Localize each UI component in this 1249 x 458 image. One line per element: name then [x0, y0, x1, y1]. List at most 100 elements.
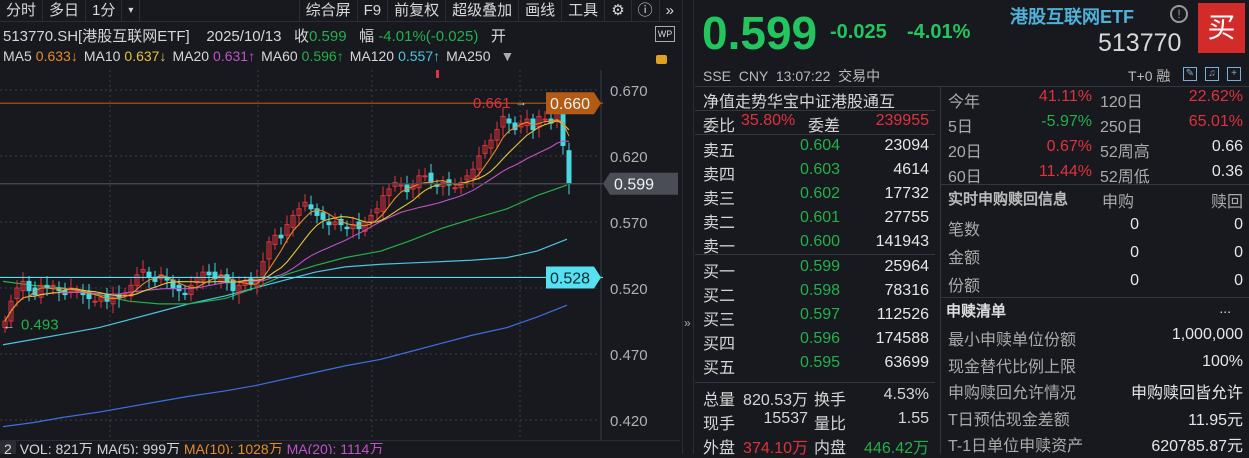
double-chevron-right-icon[interactable]: » [665, 1, 674, 19]
book-volume: 78316 [884, 282, 930, 299]
candle-body [92, 300, 98, 303]
book-volume: 112526 [876, 306, 929, 323]
ma-dropdown-icon[interactable]: ▼ [500, 48, 515, 64]
perf-label: 今年 [948, 94, 981, 111]
perf-value: 65.01% [1188, 113, 1243, 130]
y-tick-label: 0.520 [610, 281, 648, 298]
tab-multi-day[interactable]: 多日 [43, 0, 87, 22]
more-button[interactable]: ... [1219, 300, 1231, 316]
ma-legend-item: MA20 0.631↑ [172, 48, 256, 64]
y-tick-label: 0.470 [610, 347, 648, 364]
ma5-line [4, 118, 570, 322]
info-icon[interactable]: ! [1170, 5, 1188, 23]
book-price: 0.599 [800, 258, 841, 275]
ma250-line [2, 304, 568, 428]
candle-body [464, 175, 470, 181]
perf-label: 52周低 [1100, 169, 1150, 186]
price-level-label: 0.599 [614, 177, 654, 194]
ma60-line [2, 184, 568, 305]
ma-legend-item: MA5 0.633↓ [3, 48, 78, 64]
candle-body [278, 234, 284, 239]
row-label: T日预估现金差额 [948, 411, 1070, 429]
row-value: 0 [1130, 272, 1139, 289]
row-label: 最小申赎单位份额 [948, 332, 1077, 349]
edit-icon[interactable]: ✎ [1183, 67, 1197, 81]
candle-body [506, 118, 512, 124]
stat-label: 换手 [814, 392, 847, 409]
caret-down-icon[interactable]: ▾ [122, 0, 141, 22]
stat-label: 总量 [703, 392, 736, 409]
bell-icon[interactable]: ♫ [1205, 67, 1219, 81]
perf-label: 52周高 [1100, 144, 1150, 161]
book-volume: 17732 [884, 185, 930, 202]
chart-toolbar: 分时 多日 1分 ▾ 综合屏 F9 前复权 超级叠加 画线 工具 ⚙ ⓘ » [0, 0, 680, 22]
ma-legend-item: MA250 [446, 48, 491, 64]
divider [695, 382, 935, 383]
book-level-label: 卖五 [703, 143, 736, 160]
book-price: 0.597 [800, 306, 841, 323]
low-annotation: 0.493 [21, 317, 59, 334]
t0-badge: T+0 融 [1128, 68, 1171, 84]
book-price: 0.601 [800, 209, 841, 226]
tools-button[interactable]: 工具 [562, 0, 606, 22]
row-value: 0 [1234, 244, 1243, 261]
row-value: 11.95元 [1188, 411, 1243, 429]
candle-body [20, 280, 26, 292]
candle-body [470, 168, 476, 179]
row-value: 0 [1234, 272, 1243, 289]
candle-body [344, 226, 350, 230]
stat-label: 内盘 [814, 440, 847, 457]
candle-body [26, 280, 32, 292]
ma-legend: MA5 0.633↓ MA10 0.637↓ MA20 0.631↑ MA60 0.596↑ M… [3, 48, 514, 70]
book-level-label: 卖四 [703, 167, 736, 184]
buy-button[interactable]: 买 [1198, 3, 1245, 53]
candle-body [398, 184, 404, 187]
adjust-button[interactable]: 前复权 [388, 0, 447, 22]
overlay-button[interactable]: 超级叠加 [446, 0, 520, 22]
candle-body [314, 208, 320, 216]
candle-body [38, 284, 44, 298]
draw-button[interactable]: 画线 [519, 0, 563, 22]
panel-splitter[interactable]: » [682, 0, 694, 454]
gear-icon[interactable]: ⚙ [605, 0, 632, 22]
stat-value: 374.10万 [743, 440, 808, 457]
candle-body [386, 188, 392, 197]
tab-intraday[interactable]: 分时 [0, 0, 44, 22]
f9-button[interactable]: F9 [358, 0, 389, 22]
book-level-label: 卖二 [703, 215, 736, 232]
candle-body [284, 224, 290, 236]
add-icon[interactable]: + [1227, 67, 1241, 81]
divider [695, 134, 935, 135]
ma-legend-item: MA60 0.596↑ [261, 48, 344, 64]
book-volume: 23094 [884, 137, 930, 154]
y-tick-label: 0.620 [610, 149, 648, 166]
candle-body [326, 221, 332, 226]
security-name: 港股互联网ETF [1010, 7, 1134, 27]
book-level-label: 买五 [703, 360, 736, 377]
composite-screen-button[interactable]: 综合屏 [298, 0, 358, 22]
price-level-label: 0.660 [550, 96, 590, 113]
candle-body [320, 212, 326, 220]
candlestick-chart[interactable]: 0.670 0.620 0.570 0.520 0.470 0.420 0.660 0.599… [0, 70, 680, 440]
help-icon[interactable]: ⓘ [632, 0, 660, 22]
tab-1min[interactable]: 1分 [86, 0, 123, 22]
candle-body [188, 284, 194, 296]
candle-body [146, 271, 152, 278]
candle-body [176, 284, 182, 292]
perf-label: 120日 [1100, 94, 1143, 111]
wp-icon[interactable]: WP [655, 26, 675, 42]
stat-label: 外盘 [703, 440, 736, 457]
candle-body [290, 214, 296, 228]
candle-body [134, 274, 140, 286]
candle-body [542, 118, 548, 121]
candle-body [212, 271, 218, 280]
candle-body [14, 287, 20, 300]
candle-body [500, 115, 506, 128]
col-header: 赎回 [1210, 194, 1243, 211]
perf-value: 0.67% [1046, 138, 1092, 155]
security-code: 513770 [1098, 29, 1182, 57]
collapse-icon[interactable]: » [684, 316, 691, 330]
lock-icon[interactable] [656, 55, 667, 64]
perf-value: 41.11% [1038, 88, 1092, 105]
stat-label: 量比 [814, 416, 847, 433]
